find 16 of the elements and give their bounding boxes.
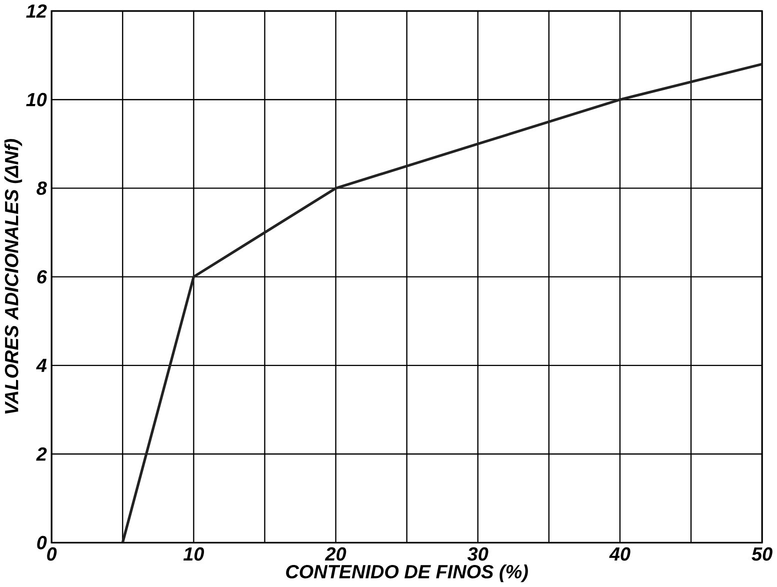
y-tick-label: 0	[37, 536, 47, 550]
y-axis-title: VALORES ADICIONALES (ΔNf)	[4, 139, 22, 414]
y-tick-label: 12	[26, 4, 47, 18]
line-series	[121, 63, 762, 543]
x-tick-label: 10	[183, 548, 204, 561]
y-tick-label: 8	[36, 182, 47, 196]
x-axis-title: CONTENIDO DE FINOS (%)	[286, 564, 528, 582]
x-tick-label: 20	[324, 548, 346, 561]
y-tick-label: 2	[36, 448, 47, 461]
x-tick-label: 40	[609, 548, 630, 561]
x-tick-label: 30	[467, 548, 488, 561]
x-tick-label: 50	[752, 548, 772, 561]
y-tick-label: 10	[26, 93, 47, 107]
y-tick-label: 4	[36, 359, 47, 372]
y-tick-label: 6	[37, 270, 48, 284]
x-tick-label: 0	[47, 548, 57, 561]
